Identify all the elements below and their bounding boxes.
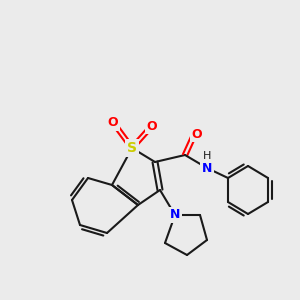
Text: H: H [203,151,211,161]
Text: S: S [127,141,137,155]
Text: N: N [170,208,180,221]
Text: O: O [147,119,157,133]
Text: N: N [202,161,212,175]
Text: O: O [108,116,118,130]
Text: O: O [192,128,202,140]
